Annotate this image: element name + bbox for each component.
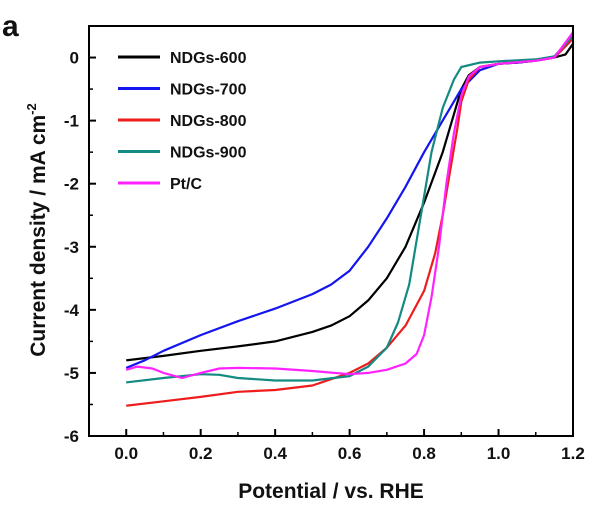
- x-tick-label: 0.2: [189, 444, 213, 463]
- x-tick-label: 0.0: [114, 444, 138, 463]
- legend-label: NDGs-900: [170, 145, 247, 162]
- series-line-pt-c: [125, 31, 574, 380]
- y-tick-label: -4: [64, 301, 80, 320]
- y-tick-label: -1: [64, 112, 79, 131]
- legend-label: NDGs-800: [170, 113, 247, 130]
- plot-frame: [88, 25, 574, 437]
- y-axis-title-main: Current density / mA cm: [27, 115, 50, 357]
- y-axis-ticks: 0 -1 -2 -3 -4 -5 -6: [64, 49, 96, 446]
- legend-label: NDGs-700: [170, 82, 247, 99]
- y-axis-title: Current density / mA cm-2: [24, 103, 50, 357]
- x-axis-title: Potential / vs. RHE: [238, 480, 424, 503]
- series-line-ndgs-900: [126, 34, 574, 384]
- y-tick-label: 0: [70, 49, 79, 68]
- x-tick-label: 0.4: [263, 444, 287, 463]
- x-tick-label: 0.8: [412, 444, 436, 463]
- legend-label: NDGs-600: [170, 50, 247, 67]
- y-tick-label: -3: [64, 238, 79, 257]
- legend-label: Pt/C: [170, 176, 202, 193]
- x-tick-label: 0.6: [338, 444, 362, 463]
- y-tick-label: -6: [64, 427, 79, 446]
- x-axis-ticks: 0.0 0.2 0.4 0.6 0.8 1.0 1.2: [88, 429, 585, 463]
- y-tick-label: -2: [64, 175, 79, 194]
- y-tick-label: -5: [64, 364, 79, 383]
- x-tick-label: 1.2: [561, 444, 585, 463]
- x-tick-label: 1.0: [487, 444, 511, 463]
- legend: NDGs-600 NDGs-700 NDGs-800 NDGs-900 Pt/C: [118, 50, 247, 193]
- panel-label: a: [2, 10, 19, 43]
- series-layer: [125, 31, 574, 407]
- y-axis-title-superscript: -2: [24, 103, 39, 115]
